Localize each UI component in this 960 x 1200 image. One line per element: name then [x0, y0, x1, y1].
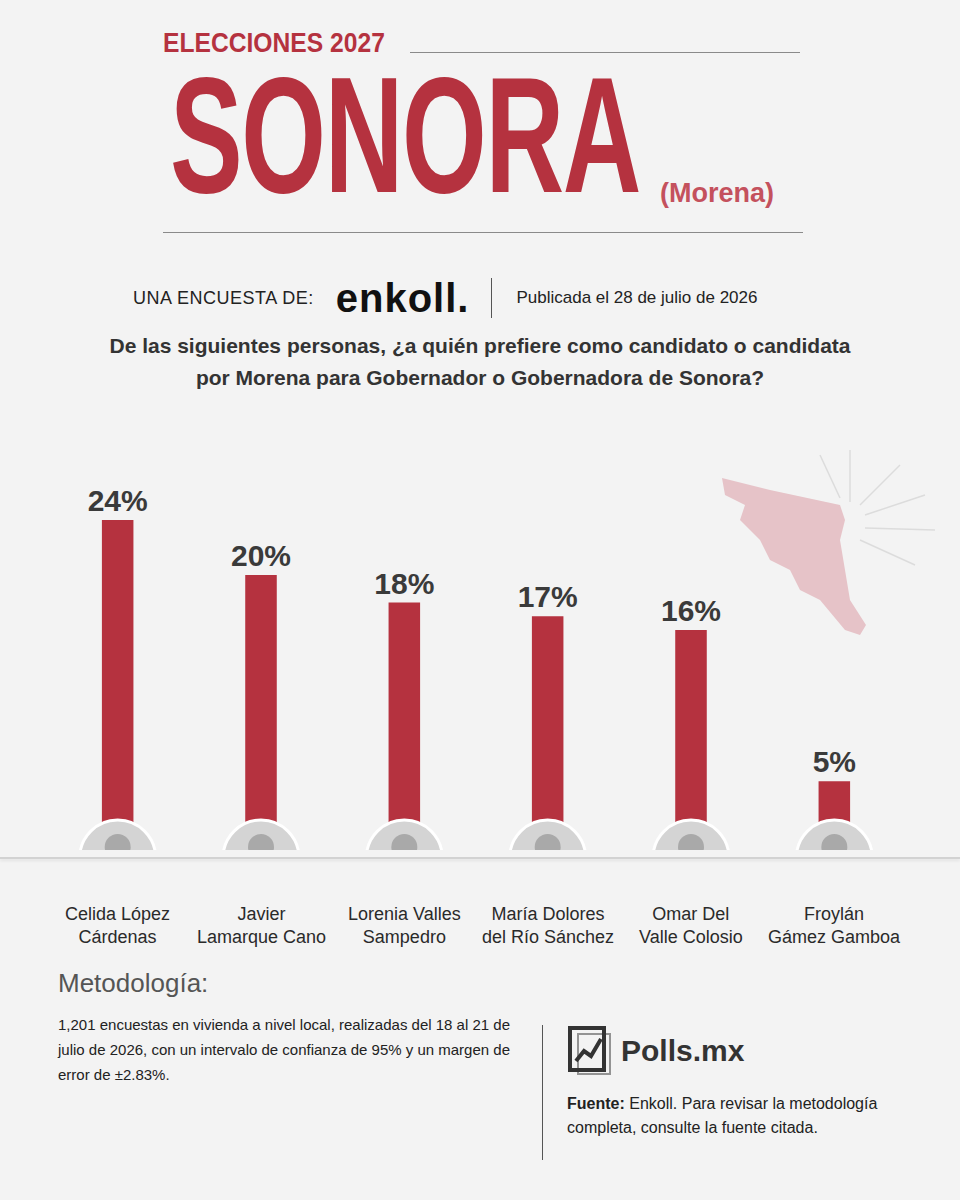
html-text:UNA ENCUESTA DE:: UNA ENCUESTA DE: — [133, 287, 314, 308]
html-text:(Morena): (Morena) — [660, 178, 774, 208]
svg-text:20%: 20% — [231, 539, 291, 572]
svg-text:5%: 5% — [813, 745, 856, 778]
html-text:Fuente: Enkoll. Para revisar l: Fuente: Enkoll. Para revisar la metodolo… — [567, 1095, 878, 1136]
svg-text:16%: 16% — [661, 594, 721, 627]
html-text:1,201 encuestas en vivienda a: 1,201 encuestas en vivienda a nivel loca… — [58, 1016, 510, 1083]
html-text:Publicada el 28 de julio de 20: Publicada el 28 de julio de 2026 — [516, 288, 758, 307]
svg-text:24%: 24% — [88, 484, 148, 517]
svg-text:Lorenia VallesSampedro: Lorenia VallesSampedro — [348, 904, 461, 947]
html-text:SONORA: SONORA — [170, 43, 641, 227]
svg-text:17%: 17% — [518, 580, 578, 613]
html-text:Polls.mx: Polls.mx — [621, 1034, 745, 1067]
svg-text:18%: 18% — [374, 567, 434, 600]
html-text:ELECCIONES 2027: ELECCIONES 2027 — [163, 27, 385, 58]
svg-text:JavierLamarque Cano: JavierLamarque Cano — [197, 904, 326, 947]
svg-text:María Doloresdel Río Sánchez: María Doloresdel Río Sánchez — [482, 904, 614, 947]
svg-text:Omar DelValle Colosio: Omar DelValle Colosio — [639, 904, 743, 947]
html-text:De las siguientes personas, ¿a: De las siguientes personas, ¿a quién pre… — [109, 334, 851, 389]
svg-text:Celida LópezCárdenas: Celida LópezCárdenas — [65, 904, 170, 947]
html-text:enkoll.: enkoll. — [335, 275, 470, 320]
svg-text:FroylánGámez Gamboa: FroylánGámez Gamboa — [768, 904, 901, 947]
html-text:Metodología:: Metodología: — [58, 968, 209, 998]
